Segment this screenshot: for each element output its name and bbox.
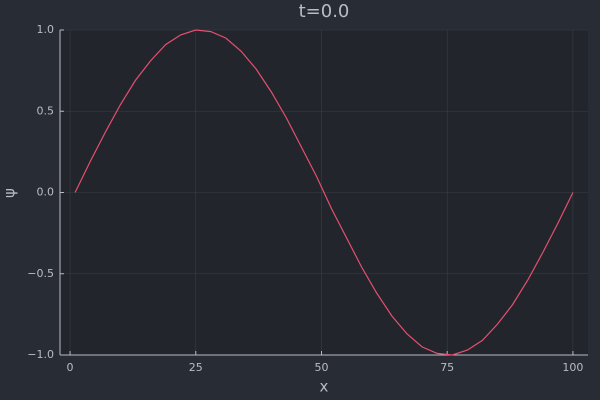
x-tick-label: 75 bbox=[440, 361, 454, 374]
y-axis-label: ψ bbox=[1, 188, 19, 198]
x-tick-label: 25 bbox=[189, 361, 203, 374]
chart-title: t=0.0 bbox=[299, 1, 350, 22]
y-tick-label: 1.0 bbox=[37, 23, 55, 36]
x-tick-label: 50 bbox=[314, 361, 328, 374]
x-axis-label: x bbox=[320, 378, 329, 396]
y-tick-label: 0.5 bbox=[37, 104, 55, 117]
y-tick-label: −1.0 bbox=[27, 348, 54, 361]
x-tick-label: 0 bbox=[67, 361, 74, 374]
y-tick-label: −0.5 bbox=[27, 267, 54, 280]
x-tick-label: 100 bbox=[562, 361, 583, 374]
y-tick-label: 0.0 bbox=[37, 186, 55, 199]
line bbox=[74, 29, 574, 356]
